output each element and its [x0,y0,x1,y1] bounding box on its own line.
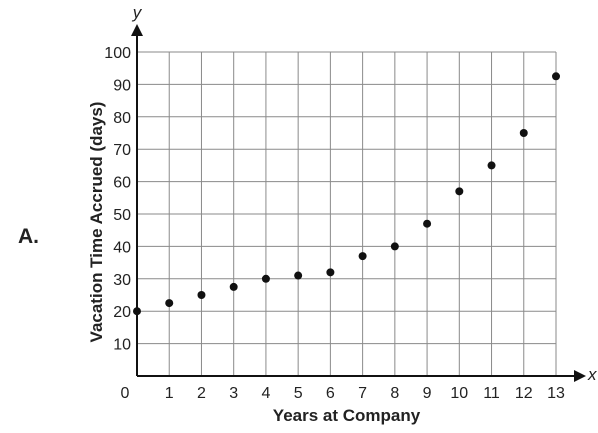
data-point [455,187,464,196]
y-tick-label: 80 [113,110,131,127]
y-axis-arrow-icon [131,24,143,36]
y-tick-label: 30 [113,272,131,289]
x-tick-label: 10 [450,385,468,402]
data-point [423,219,432,228]
x-axis-arrow-icon [574,370,586,382]
y-tick-label: 60 [113,175,131,192]
data-point [390,242,399,251]
axes [131,24,586,382]
data-point [519,129,528,137]
grid [137,51,557,376]
data-point [294,271,303,280]
data-point [229,282,238,291]
x-axis-title: Years at Company [273,406,421,425]
x-tick-label: 0 [121,385,130,402]
y-axis-variable: y [132,3,143,22]
x-tick-label: 11 [483,385,500,402]
y-tick-label: 100 [104,45,131,62]
x-axis-variable: x [587,365,597,384]
data-point [552,72,560,81]
x-tick-label: 1 [165,385,174,402]
data-point [358,252,367,261]
y-tick-label: 90 [113,77,131,94]
y-tick-label: 40 [113,239,131,256]
y-tick-labels: 10 20 30 40 50 60 70 80 90 100 [104,45,131,354]
y-tick-label: 10 [113,337,131,354]
x-tick-label: 8 [390,385,399,402]
data-point [133,307,141,316]
data-points [133,72,560,316]
x-tick-label: 2 [197,385,206,402]
x-tick-label: 12 [515,385,533,402]
x-tick-label: 7 [358,385,367,402]
data-point [326,268,335,277]
x-tick-label: 13 [547,385,565,402]
data-point [165,299,174,308]
y-tick-label: 20 [113,304,131,321]
answer-option-label: A. [18,225,39,248]
x-tick-label: 3 [229,385,238,402]
x-tick-label: 4 [261,385,270,402]
y-tick-label: 70 [113,142,131,159]
x-tick-label: 6 [326,385,335,402]
y-axis-title: Vacation Time Accrued (days) [87,102,106,343]
x-tick-label: 5 [294,385,303,402]
data-point [261,274,270,283]
x-tick-label: 9 [423,385,432,402]
y-tick-label: 50 [113,207,131,224]
x-tick-labels: 0 1 2 3 4 5 6 7 8 9 10 11 12 13 [121,385,565,402]
data-point [197,291,206,299]
data-point [487,161,496,170]
